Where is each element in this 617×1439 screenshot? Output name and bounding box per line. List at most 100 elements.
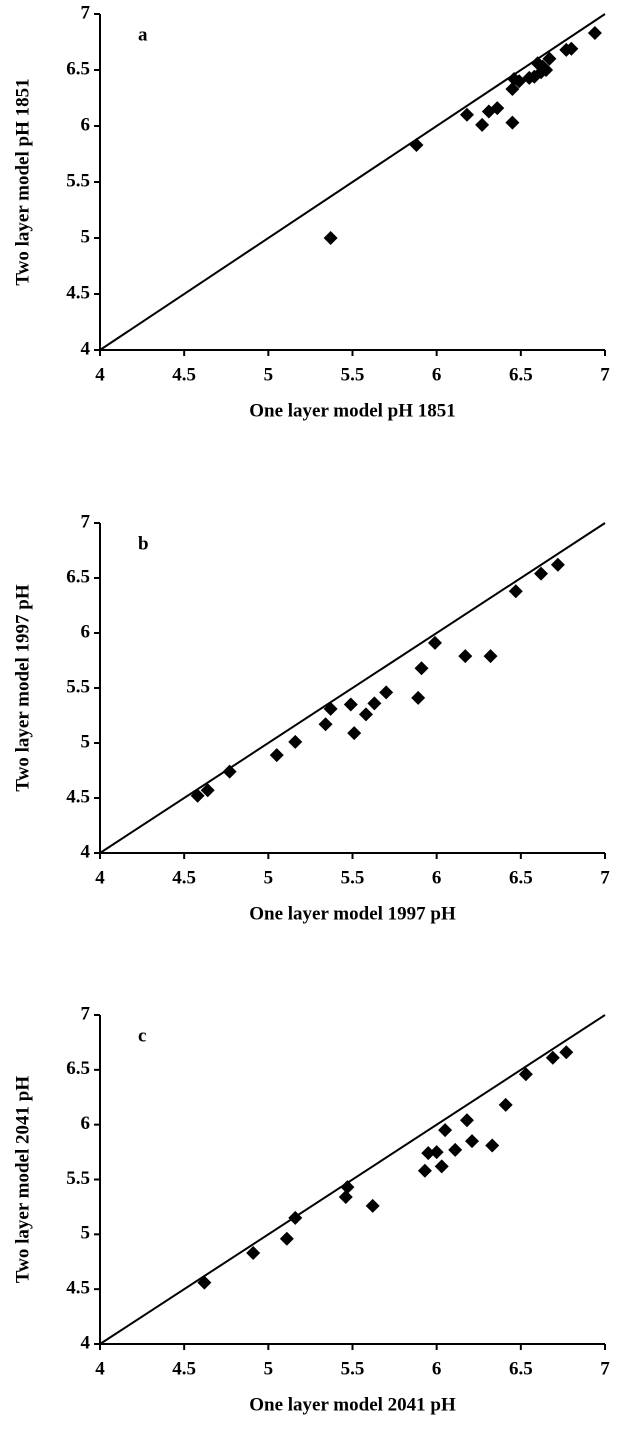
point (434, 1159, 449, 1174)
y-tick-label: 5.5 (66, 676, 90, 697)
y-tick-label: 4 (81, 338, 91, 359)
x-axis-label: One layer model 2041 pH (249, 1394, 456, 1415)
point (559, 1045, 574, 1060)
x-tick-label: 5.5 (341, 867, 365, 888)
point (429, 1145, 444, 1160)
point (505, 82, 520, 97)
identity-line (99, 13, 606, 351)
x-tick-label: 7 (600, 1358, 610, 1379)
point (587, 26, 602, 41)
y-tick-label: 5 (81, 731, 91, 752)
y-tick-label: 6 (81, 114, 91, 135)
point (323, 231, 338, 245)
x-tick-label: 4.5 (172, 364, 196, 385)
x-tick-label: 6 (432, 867, 442, 888)
point (438, 1123, 453, 1138)
y-tick-label: 4.5 (66, 786, 90, 807)
y-tick-label: 6 (81, 621, 91, 642)
point (279, 1231, 294, 1246)
point (518, 1067, 533, 1082)
point (200, 783, 215, 798)
x-tick-label: 7 (600, 867, 610, 888)
x-tick-label: 4 (95, 867, 105, 888)
identity-line (99, 1014, 606, 1345)
x-tick-label: 5 (264, 364, 274, 385)
y-tick-label: 4.5 (66, 1278, 90, 1299)
point (465, 1134, 480, 1149)
point (421, 1146, 436, 1161)
point (414, 661, 429, 676)
point (427, 635, 442, 650)
y-axis-label: Two layer model 2041 pH (12, 1076, 33, 1283)
x-tick-label: 7 (600, 364, 610, 385)
point (545, 1050, 560, 1065)
point (459, 107, 474, 122)
x-tick-label: 5.5 (341, 364, 365, 385)
point (269, 748, 284, 763)
x-tick-label: 6.5 (509, 364, 533, 385)
point (288, 1210, 303, 1225)
y-tick-label: 6.5 (66, 58, 90, 79)
point (498, 1097, 513, 1112)
panel-label: b (138, 533, 149, 554)
point (458, 649, 473, 664)
point (490, 101, 505, 116)
x-tick-label: 4 (95, 1358, 105, 1379)
y-tick-label: 6.5 (66, 566, 90, 587)
x-tick-label: 5.5 (341, 1358, 365, 1379)
identity-line (99, 522, 606, 854)
point (347, 726, 362, 741)
x-tick-label: 6.5 (509, 1358, 533, 1379)
x-tick-label: 6.5 (509, 867, 533, 888)
point (288, 734, 303, 749)
x-tick-label: 4 (95, 364, 105, 385)
point (448, 1142, 463, 1157)
y-tick-label: 6 (81, 1113, 91, 1134)
x-tick-label: 6 (432, 364, 442, 385)
y-tick-label: 4.5 (66, 282, 90, 303)
point (409, 138, 424, 153)
x-tick-label: 5 (264, 867, 274, 888)
x-tick-label: 4.5 (172, 867, 196, 888)
y-tick-label: 5 (81, 226, 91, 247)
point (222, 764, 237, 779)
point (318, 717, 333, 732)
point (367, 696, 382, 711)
point (564, 41, 579, 56)
y-tick-label: 5.5 (66, 1168, 90, 1189)
y-tick-label: 4 (81, 1332, 91, 1353)
point (542, 51, 557, 66)
point (365, 1198, 380, 1213)
point (323, 701, 338, 716)
x-tick-label: 4.5 (172, 1358, 196, 1379)
panel-label: a (138, 24, 148, 45)
y-tick-label: 7 (81, 511, 91, 532)
y-tick-label: 5 (81, 1223, 91, 1244)
x-tick-label: 5 (264, 1358, 274, 1379)
point (340, 1180, 355, 1195)
y-axis-label: Two layer model 1997 pH (12, 584, 33, 791)
y-tick-label: 4 (81, 841, 91, 862)
point (505, 115, 520, 130)
point (190, 788, 205, 803)
x-axis-label: One layer model 1997 pH (249, 903, 456, 924)
point (475, 117, 490, 132)
point (379, 685, 394, 700)
x-tick-label: 6 (432, 1358, 442, 1379)
point (508, 584, 523, 599)
point (417, 1163, 432, 1178)
x-axis-label: One layer model pH 1851 (249, 400, 456, 421)
y-axis-label: Two layer model pH 1851 (12, 78, 33, 285)
point (534, 566, 549, 581)
point (539, 63, 554, 77)
point (197, 1275, 212, 1290)
panel-label: c (138, 1025, 146, 1046)
point (246, 1245, 261, 1260)
point (358, 707, 373, 722)
y-tick-label: 5.5 (66, 170, 90, 191)
point (343, 697, 358, 712)
point (459, 1113, 474, 1128)
y-tick-label: 7 (81, 2, 91, 23)
y-tick-label: 6.5 (66, 1058, 90, 1079)
